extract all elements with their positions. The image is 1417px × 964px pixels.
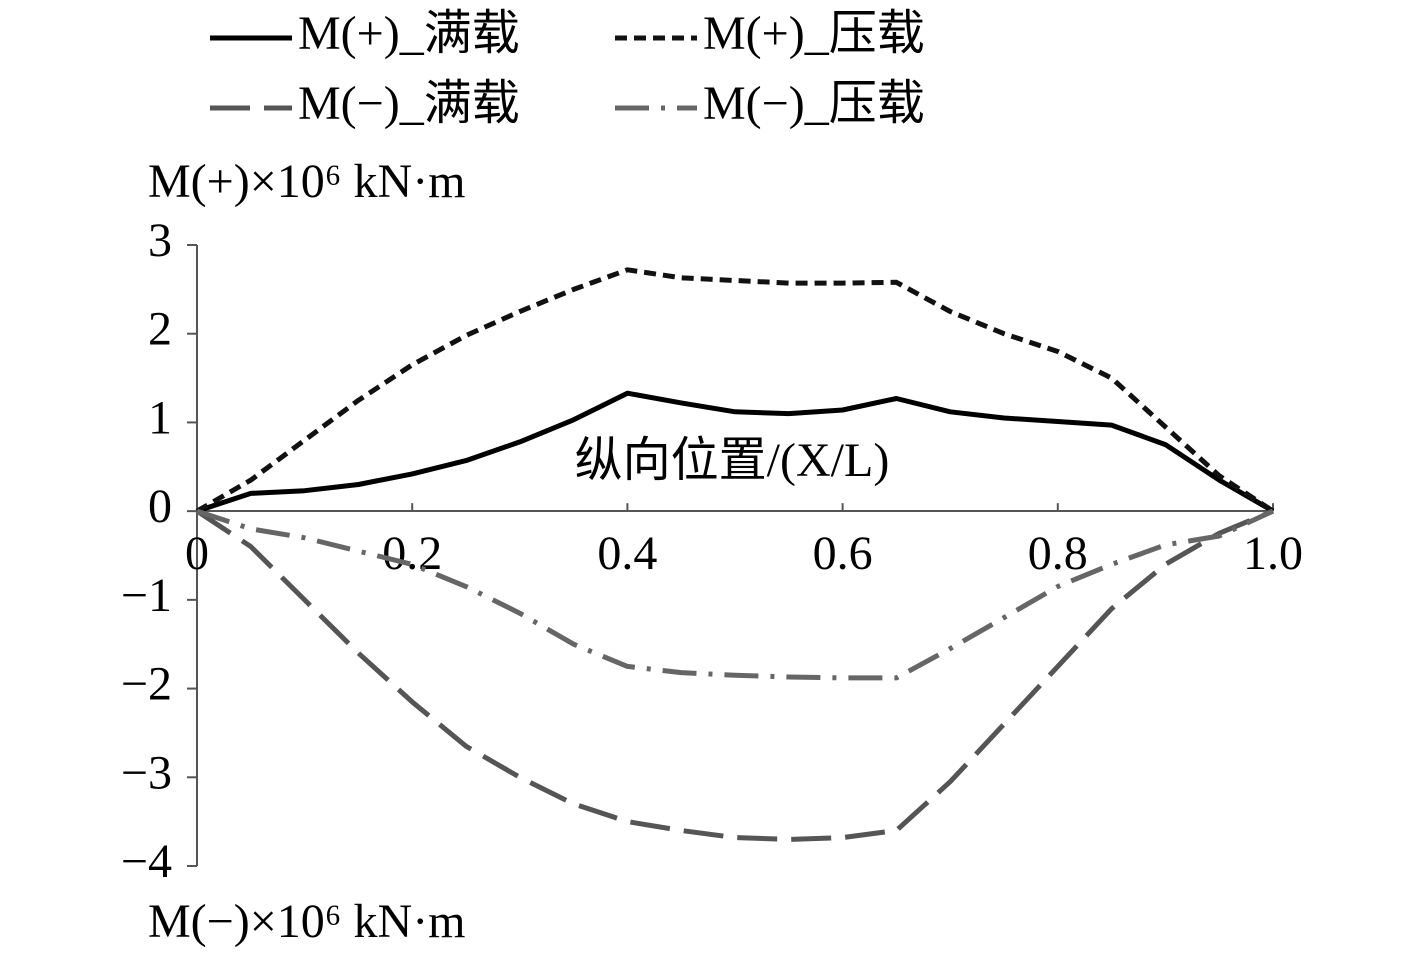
x-tick-label: 0.4	[597, 527, 657, 580]
x-tick-label: 0	[185, 527, 209, 580]
x-tick-label: 0.6	[813, 527, 873, 580]
legend-label: M(−)_满载	[298, 77, 520, 130]
y-tick-label: 0	[148, 480, 172, 533]
y-tick-label: 3	[148, 214, 172, 267]
x-tick-label: 0.8	[1028, 527, 1088, 580]
legend-label: M(+)_压载	[703, 7, 925, 60]
y-label-top: M(+)×10⁶ kN·m	[148, 155, 466, 208]
x-tick-label: 0.2	[382, 527, 442, 580]
line-series	[195, 267, 1275, 514]
y-tick-label: −4	[121, 835, 172, 888]
line-series	[196, 390, 1275, 514]
y-tick-label: 2	[148, 303, 172, 356]
y-label-bottom: M(−)×10⁶ kN·m	[148, 895, 466, 948]
y-tick-label: 1	[148, 391, 172, 444]
line-series	[195, 508, 1274, 842]
y-tick-label: −2	[121, 658, 172, 711]
legend-label: M(+)_满载	[298, 7, 520, 60]
line-series	[196, 508, 1275, 681]
x-tick-label: 1.0	[1243, 527, 1303, 580]
legend-label: M(−)_压载	[703, 77, 925, 130]
x-label: 纵向位置/(X/L)	[575, 434, 890, 487]
y-tick-label: −3	[121, 746, 172, 799]
y-tick-label: −1	[121, 569, 172, 622]
